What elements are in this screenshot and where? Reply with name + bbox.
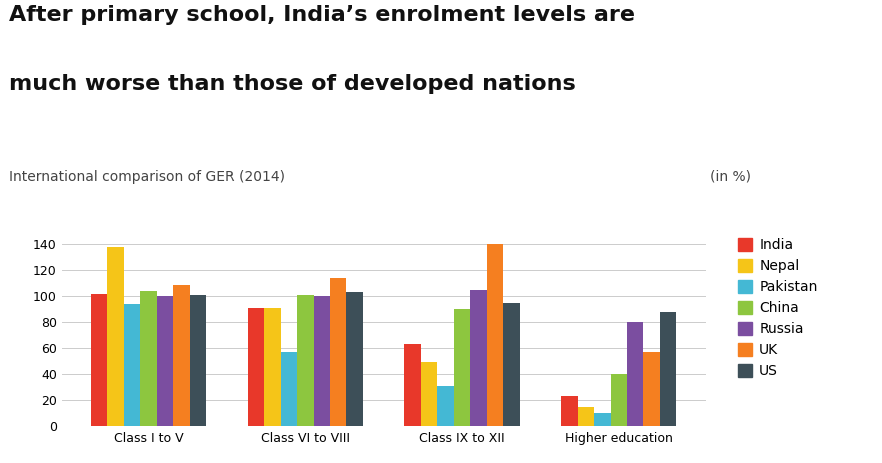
Bar	[313, 296, 330, 426]
Bar	[594, 413, 610, 426]
Bar	[421, 363, 437, 426]
Bar	[140, 291, 157, 426]
Bar	[297, 295, 313, 426]
Bar	[123, 304, 140, 426]
Text: much worse than those of developed nations: much worse than those of developed natio…	[9, 74, 576, 94]
Bar	[405, 344, 421, 426]
Bar	[487, 244, 503, 426]
Bar	[470, 290, 487, 426]
Bar	[330, 278, 347, 426]
Legend: India, Nepal, Pakistan, China, Russia, UK, US: India, Nepal, Pakistan, China, Russia, U…	[738, 238, 818, 378]
Bar	[454, 309, 470, 426]
Bar	[248, 308, 265, 426]
Bar	[190, 295, 206, 426]
Bar	[265, 308, 280, 426]
Bar	[660, 312, 676, 426]
Text: After primary school, India’s enrolment levels are: After primary school, India’s enrolment …	[9, 5, 635, 25]
Bar	[561, 396, 578, 426]
Bar	[644, 352, 660, 426]
Bar	[627, 322, 644, 426]
Bar	[437, 386, 454, 426]
Text: International comparison of GER (2014): International comparison of GER (2014)	[9, 169, 285, 183]
Text: (in %): (in %)	[710, 169, 751, 183]
Bar	[280, 352, 297, 426]
Bar	[503, 303, 519, 426]
Bar	[347, 293, 363, 426]
Bar	[578, 407, 594, 426]
Bar	[91, 294, 108, 426]
Bar	[173, 285, 190, 426]
Bar	[157, 296, 173, 426]
Bar	[610, 374, 627, 426]
Bar	[108, 247, 123, 426]
